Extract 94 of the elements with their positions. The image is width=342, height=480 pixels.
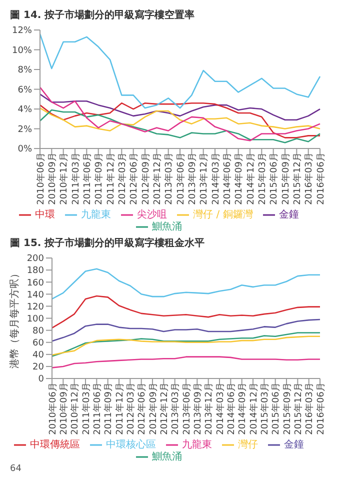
x-tick-label: 2015年09月	[280, 152, 292, 205]
line-series	[51, 318, 321, 342]
y-tick-label: 200	[26, 254, 44, 264]
line-series	[39, 33, 321, 109]
x-tick-label: 2014年09月	[237, 382, 248, 435]
legend-label: 鰂魚涌	[152, 452, 182, 463]
legend-label: 金鐘	[278, 209, 299, 220]
line-series	[39, 109, 321, 144]
x-tick-label: 2014年06月	[226, 382, 238, 435]
x-tick-label: 2016年03月	[304, 382, 316, 435]
x-tick-label: 2012年12月	[152, 152, 164, 205]
legend-label: 中環	[35, 209, 56, 220]
legend-label: 九龍東	[81, 209, 112, 220]
x-tick-label: 2012年03月	[126, 382, 137, 435]
text: 64	[10, 464, 22, 474]
y-tick-label: 120	[26, 302, 44, 312]
x-tick-label: 2014年03月	[214, 382, 226, 435]
y-tick-label: 6%	[18, 85, 32, 96]
y-tick-label: 10%	[12, 46, 32, 56]
line-series	[51, 295, 321, 329]
x-tick-label: 2010年06月	[35, 152, 46, 205]
legend-label: 尖沙咀	[137, 209, 168, 220]
x-tick-label: 2013年03月	[170, 382, 182, 435]
x-tick-label: 2015年12月	[293, 382, 304, 435]
x-tick-label: 2010年09月	[47, 152, 58, 205]
x-tick-label: 2015年06月	[270, 382, 282, 435]
y-tick-label: 2%	[18, 124, 32, 135]
x-tick-label: 2012年06月	[136, 382, 148, 435]
x-tick-label: 2011年06月	[82, 152, 94, 205]
y-tick-label: 12%	[12, 26, 32, 36]
x-tick-label: 2012年03月	[117, 152, 128, 205]
x-tick-label: 2011年03月	[80, 382, 92, 435]
legend-label: 灣仔	[238, 439, 258, 450]
x-tick-label: 2012年09月	[140, 152, 152, 205]
y-tick-label: 20	[32, 362, 44, 373]
y-tick-label: 4%	[18, 105, 32, 116]
line-series	[39, 107, 321, 132]
x-tick-label: 2011年12月	[114, 382, 126, 435]
x-tick-label: 2014年06月	[222, 152, 234, 205]
chart-title: 圖 14. 按子市場劃分的甲級寫字樓空置率	[10, 8, 196, 22]
x-tick-label: 2011年06月	[92, 382, 104, 435]
x-tick-label: 2014年09月	[234, 152, 245, 205]
x-tick-label: 2014年12月	[248, 382, 260, 435]
legend-label: 九龍東	[182, 439, 212, 450]
x-tick-label: 2016年06月	[315, 152, 326, 205]
y-tick-label: 80	[32, 326, 44, 337]
legend-label: 中環核心區	[106, 439, 156, 450]
chart-title: 圖 15. 按子市場劃分的甲級寫字樓租金水平	[10, 236, 206, 250]
x-tick-label: 2011年12月	[105, 152, 116, 205]
legend-label: 鰂魚涌	[152, 222, 182, 233]
x-tick-label: 2010年09月	[58, 382, 70, 435]
y-tick-label: 0	[38, 374, 44, 385]
x-tick-label: 2013年03月	[164, 152, 175, 205]
line-series	[51, 356, 321, 368]
y-tick-label: 100	[26, 314, 44, 324]
line-series	[51, 268, 321, 300]
x-tick-label: 2013年09月	[192, 382, 204, 435]
y-tick-label: 140	[26, 290, 44, 300]
x-tick-label: 2015年03月	[257, 152, 268, 205]
y-tick-label: 8%	[18, 66, 32, 76]
x-tick-label: 2012年06月	[128, 152, 140, 205]
x-tick-label: 2013年06月	[181, 382, 192, 435]
x-tick-label: 2015年09月	[282, 382, 293, 435]
legend-label: 金鐘	[284, 439, 304, 450]
x-tick-label: 2010年12月	[58, 152, 70, 205]
line-series	[39, 86, 321, 142]
x-tick-label: 2013年09月	[187, 152, 198, 205]
y-tick-label: 60	[32, 338, 44, 349]
line-series	[39, 94, 321, 121]
x-tick-label: 2012年12月	[159, 382, 170, 435]
x-tick-label: 2011年09月	[103, 382, 114, 435]
x-tick-label: 2016年03月	[304, 152, 315, 205]
x-tick-label: 2010年12月	[70, 382, 81, 435]
x-tick-label: 2011年03月	[70, 152, 82, 205]
x-tick-label: 2014年12月	[245, 152, 256, 205]
x-tick-label: 2014年03月	[210, 152, 222, 205]
x-tick-label: 2010年06月	[47, 382, 58, 435]
x-tick-label: 2015年06月	[268, 152, 280, 205]
x-tick-label: 2016年06月	[315, 382, 326, 435]
legend-label: 中環傳統區	[30, 439, 80, 450]
x-tick-label: 2013年06月	[175, 152, 186, 205]
y-tick-label: 160	[26, 278, 44, 288]
x-tick-label: 2015年03月	[260, 382, 271, 435]
y-tick-label: 180	[26, 266, 44, 276]
y-tick-label: 0%	[18, 144, 32, 155]
x-tick-label: 2012年09月	[148, 382, 159, 435]
x-tick-label: 2013年12月	[198, 152, 210, 205]
x-tick-label: 2011年09月	[94, 152, 105, 205]
x-tick-label: 2015年12月	[292, 152, 304, 205]
legend-label: 灣仔 / 銅鑼灣	[193, 209, 253, 220]
line-series	[39, 102, 321, 138]
y-axis-title: 港幣（每月每平方呎）	[8, 268, 21, 368]
y-tick-label: 40	[32, 350, 44, 361]
x-tick-label: 2013年12月	[204, 382, 215, 435]
